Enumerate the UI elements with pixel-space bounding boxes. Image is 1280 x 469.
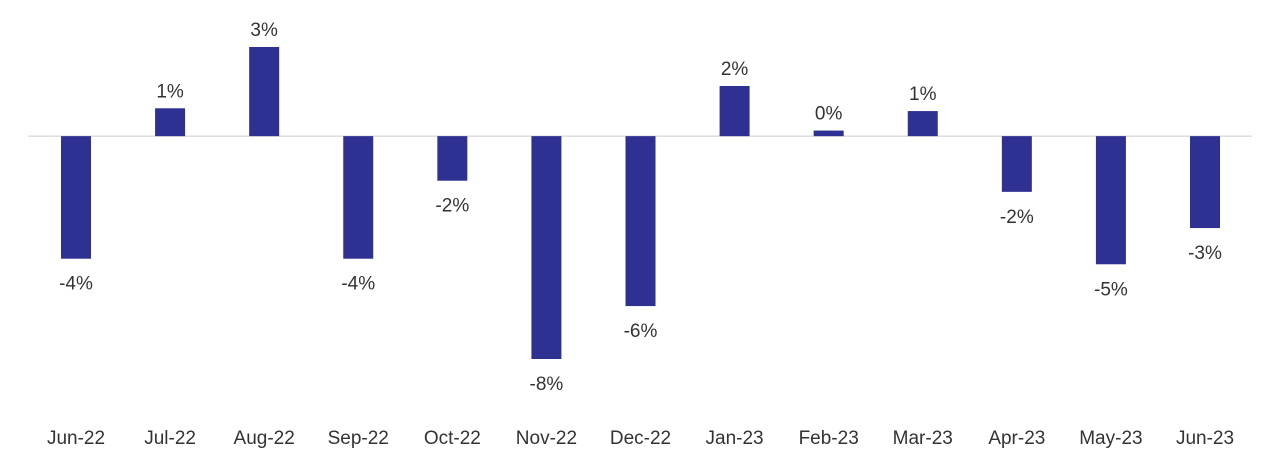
x-tick-label: Apr-23 xyxy=(988,428,1045,449)
bar xyxy=(1001,136,1032,192)
value-label: -5% xyxy=(1094,279,1128,300)
x-tick-label: Dec-22 xyxy=(610,428,671,449)
value-label: -4% xyxy=(59,274,93,295)
value-label: 1% xyxy=(909,84,937,105)
value-label: -3% xyxy=(1188,243,1222,264)
x-tick-label: Jan-23 xyxy=(706,428,764,449)
value-label: -6% xyxy=(624,321,658,342)
value-label: 0% xyxy=(815,104,843,125)
x-tick-label: Feb-23 xyxy=(799,428,859,449)
x-tick-label: Jun-22 xyxy=(47,428,105,449)
x-tick-label: Sep-22 xyxy=(328,428,389,449)
x-tick-label: May-23 xyxy=(1079,428,1142,449)
bar xyxy=(1095,136,1126,265)
value-label: -4% xyxy=(341,274,375,295)
bar xyxy=(813,130,844,137)
value-label: -8% xyxy=(530,374,564,395)
bar xyxy=(155,108,186,137)
x-tick-label: Jun-23 xyxy=(1176,428,1234,449)
x-tick-label: Jul-22 xyxy=(144,428,196,449)
bar xyxy=(907,111,938,137)
x-tick-label: Aug-22 xyxy=(234,428,295,449)
value-label: -2% xyxy=(1000,207,1034,228)
bar xyxy=(61,136,91,259)
bar xyxy=(625,136,656,307)
x-tick-label: Nov-22 xyxy=(516,428,577,449)
value-label: 3% xyxy=(250,20,278,41)
bar xyxy=(437,136,468,181)
bar xyxy=(719,86,750,137)
bar xyxy=(343,136,374,259)
value-label: -2% xyxy=(435,196,469,217)
bar xyxy=(249,47,280,137)
x-tick-label: Mar-23 xyxy=(893,428,953,449)
value-label: 1% xyxy=(156,81,184,102)
value-label: 2% xyxy=(721,59,749,80)
x-tick-label: Oct-22 xyxy=(424,428,481,449)
bar xyxy=(531,136,562,359)
bar xyxy=(1190,136,1220,229)
